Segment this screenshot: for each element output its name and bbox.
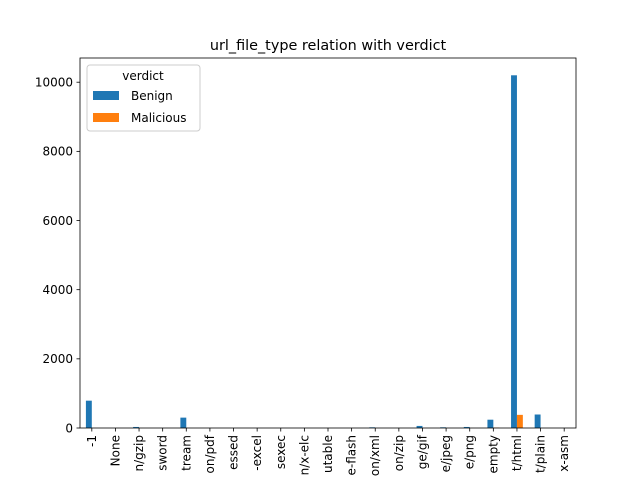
legend: verdict Benign Malicious xyxy=(86,64,201,132)
bar-benign-17 xyxy=(487,419,494,428)
legend-label-benign: Benign xyxy=(131,89,173,103)
y-axis: 0 2000 4000 6000 8000 10000 xyxy=(35,76,80,435)
legend-title: verdict xyxy=(122,69,164,83)
x-tick-label-6: essed xyxy=(227,435,241,470)
x-tick-label-3: sword xyxy=(156,435,170,471)
y-tick-label-4: 8000 xyxy=(42,145,73,159)
x-axis: -1 None n/gzip sword tream on/pdf essed -excel s… xyxy=(85,428,571,476)
bar-benign-4 xyxy=(180,417,187,428)
x-tick-label-14: ge/gif xyxy=(415,434,429,469)
bar-malicious-18 xyxy=(516,414,523,428)
x-tick-label-19: t/plain xyxy=(534,435,548,473)
bar-benign-14 xyxy=(416,425,423,428)
x-tick-label-1: None xyxy=(108,435,122,466)
x-tick-label-11: e-flash xyxy=(345,435,359,475)
y-tick-label-0: 0 xyxy=(65,421,73,435)
bar-benign-18 xyxy=(511,75,517,428)
x-tick-label-0: -1 xyxy=(85,435,99,447)
x-tick-label-4: tream xyxy=(179,435,193,471)
legend-swatch-benign xyxy=(93,91,119,100)
x-tick-label-15: e/jpeg xyxy=(439,435,453,472)
x-tick-label-7: -excel xyxy=(250,435,264,471)
x-tick-label-16: e/png xyxy=(463,435,477,469)
x-tick-label-8: sexec xyxy=(274,435,288,469)
y-tick-label-5: 10000 xyxy=(35,76,73,90)
bar-benign-16 xyxy=(463,426,470,428)
x-tick-label-20: x-asm xyxy=(557,435,571,472)
chart-title: url_file_type relation with verdict xyxy=(210,38,447,54)
x-tick-label-10: utable xyxy=(321,435,335,473)
x-tick-label-12: on/xml xyxy=(368,435,382,476)
y-tick-label-3: 6000 xyxy=(42,214,73,228)
x-tick-label-5: on/pdf xyxy=(203,434,217,473)
legend-swatch-malicious xyxy=(93,113,119,122)
x-tick-label-17: empty xyxy=(486,435,500,474)
x-tick-label-18: t/html xyxy=(510,435,524,471)
x-tick-label-2: n/gzip xyxy=(132,435,146,472)
plot-frame xyxy=(79,57,577,429)
bar-benign-0 xyxy=(85,400,92,428)
legend-label-malicious: Malicious xyxy=(131,111,187,125)
y-tick-label-1: 2000 xyxy=(42,352,73,366)
bar-benign-19 xyxy=(534,414,541,428)
bar-benign-2 xyxy=(133,426,140,428)
x-tick-label-13: on/zip xyxy=(392,435,406,471)
y-tick-label-2: 4000 xyxy=(42,283,73,297)
x-tick-label-9: n/x-elc xyxy=(297,435,311,475)
